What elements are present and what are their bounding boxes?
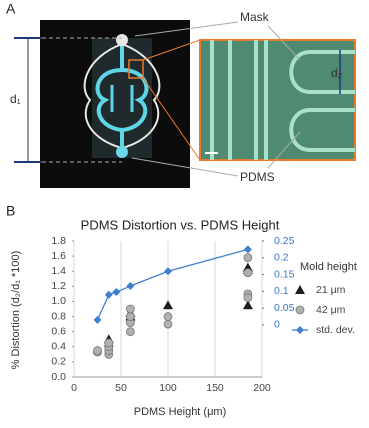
y2-tick-label: 0.1 xyxy=(274,285,289,297)
y2-tick-label: 0.2 xyxy=(274,252,289,264)
y2-tick-label: 0 xyxy=(274,319,280,331)
zoom-line xyxy=(142,39,201,61)
diamond-marker xyxy=(296,326,304,334)
circle-marker xyxy=(243,268,253,278)
y-tick-label: 0.4 xyxy=(51,341,66,353)
y-tick-label: 0.8 xyxy=(51,310,66,322)
circle-marker xyxy=(295,305,305,315)
triangle-marker xyxy=(242,300,253,310)
zoom-box xyxy=(128,59,144,79)
x-tick-label: 50 xyxy=(115,382,127,394)
panel-label: B xyxy=(6,203,15,219)
circle-marker xyxy=(243,253,253,263)
mask-label: Mask xyxy=(240,10,270,24)
d1-label: d₁ xyxy=(10,92,21,106)
circle-marker xyxy=(104,338,114,348)
diamond-marker xyxy=(93,315,102,324)
y-tick-label: 0.6 xyxy=(51,325,66,337)
diamond-marker xyxy=(112,288,121,297)
legend-label: 42 μm xyxy=(316,304,346,316)
pdms-label: PDMS xyxy=(240,170,275,184)
legend-label: std. dev. xyxy=(316,324,355,336)
y-tick-label: 1.6 xyxy=(51,250,66,262)
diamond-marker xyxy=(126,281,135,290)
x-tick-label: 100 xyxy=(159,382,177,394)
zoom-line xyxy=(142,77,201,161)
circle-marker xyxy=(243,293,253,303)
y-tick-label: 1.0 xyxy=(51,295,66,307)
diamond-marker xyxy=(243,245,252,254)
x-tick-label: 0 xyxy=(71,382,77,394)
y-tick-label: 0.0 xyxy=(51,371,66,383)
zoom-photo xyxy=(199,39,356,161)
triangle-marker xyxy=(295,285,305,294)
x-axis-label: PDMS Height (μm) xyxy=(134,406,227,418)
y2-tick-label: 0.05 xyxy=(274,302,295,314)
y-tick-label: 0.2 xyxy=(51,356,66,368)
y-tick-label: 1.8 xyxy=(51,235,66,247)
series-line xyxy=(96,248,249,321)
zoom-channels xyxy=(210,40,355,160)
x-tick-label: 200 xyxy=(253,382,271,394)
y-axis-label: % Distortion (d₂/d₁ *100) xyxy=(10,251,22,370)
pdms-arrow xyxy=(131,157,239,177)
x-tick-label: 150 xyxy=(206,382,224,394)
y2-tick-label: 0.15 xyxy=(274,268,295,280)
legend-title: Mold height xyxy=(300,261,357,273)
circle-marker xyxy=(125,327,135,337)
mask-arrow xyxy=(267,25,301,61)
pdms-arrow xyxy=(267,131,301,169)
circle-marker xyxy=(93,346,102,355)
y2-tick-label: 0.25 xyxy=(274,235,295,247)
circle-marker xyxy=(125,312,135,321)
legend-label: 21 μm xyxy=(316,284,346,296)
diamond-marker xyxy=(164,267,172,276)
circle-marker xyxy=(125,304,135,314)
y-tick-label: 1.4 xyxy=(51,265,66,277)
panel-label: A xyxy=(6,1,16,17)
mask-arrow xyxy=(134,21,239,37)
d2-label: d₂ xyxy=(331,66,343,80)
inlet xyxy=(116,34,128,46)
y-tick-label: 1.2 xyxy=(51,280,66,292)
triangle-marker xyxy=(163,300,173,310)
circle-marker xyxy=(163,319,173,329)
chart-title: PDMS Distortion vs. PDMS Height xyxy=(81,217,280,232)
outlet xyxy=(116,146,128,158)
diamond-marker xyxy=(104,290,113,299)
circle-marker xyxy=(163,312,173,321)
